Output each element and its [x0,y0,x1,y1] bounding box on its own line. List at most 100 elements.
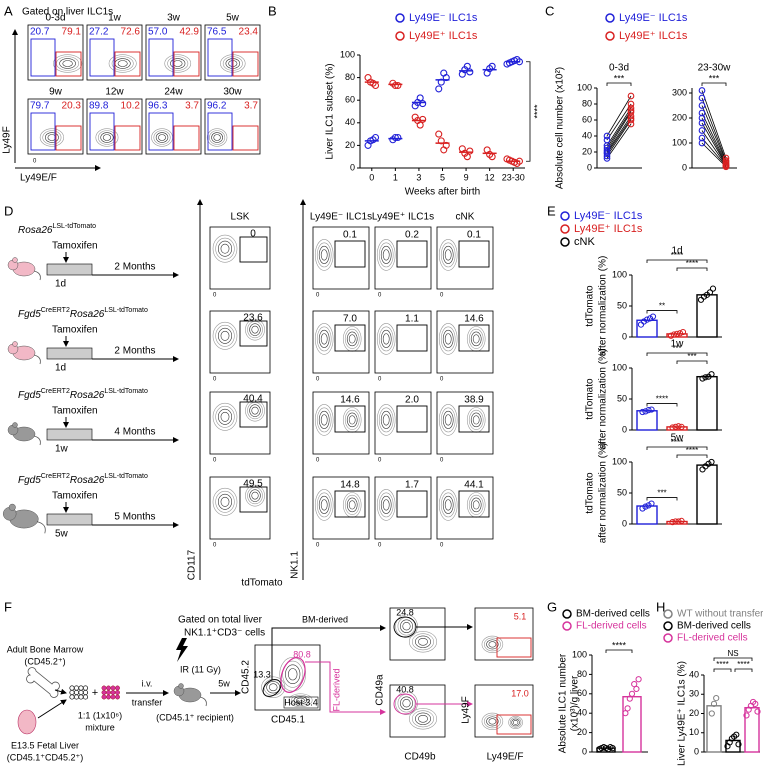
pair-line [606,118,632,154]
panel-title: 23-30w [698,63,732,74]
contour [111,56,134,71]
genotype-part: LSL-tdTomato [52,223,96,230]
contour [488,718,497,725]
column-header: Ly49E⁻ ILC1s [310,212,372,223]
y-tick-label: 0 [350,162,355,172]
legend-marker [562,621,572,631]
contour [215,405,235,428]
y-tick-label: 0 [622,424,627,434]
data-point [437,78,445,86]
flow-plot-frame [436,310,494,374]
significance-label: ** [659,302,665,311]
axis-zero: 0 [33,159,37,165]
data-point [706,289,714,296]
treatment-bar [46,347,93,360]
column-header: LSK [231,212,250,223]
gate-value: 1.1 [405,314,419,325]
contour [483,637,501,652]
data-point [627,115,635,122]
significance-bracket [713,668,732,672]
cell-icon [110,694,116,700]
contour [382,249,390,261]
genotype-part: Fgd5 [18,309,41,320]
data-point [643,316,651,323]
bar [696,464,718,525]
duration: 2 Months [114,262,155,273]
data-point [698,139,706,147]
gate-value: 17.0 [511,688,529,698]
significance-bracket [605,649,633,653]
axis-label: CD45.1 [271,715,305,726]
contour [442,410,454,429]
y-tick-label: 300 [672,87,687,97]
gate [232,125,259,151]
contour [316,242,332,268]
gate [396,490,428,518]
data-point [435,85,443,93]
legend-entry: cNK [574,236,595,248]
data-point [698,127,706,134]
panel-title: 0-3d [609,63,629,74]
flow-plot-frame [312,476,370,540]
contour [52,54,83,73]
cell-icon [82,694,89,700]
pair-line [606,123,632,159]
contour [378,326,394,352]
data-point [669,424,676,431]
contour [212,321,238,350]
genotype-part: Fgd5 [18,475,41,486]
data-point [752,700,759,707]
panel-label: B [268,3,277,18]
contour [209,130,226,145]
pair-line [606,95,632,137]
genotype-part: CreERT2 [41,388,70,395]
embryo-icon [17,709,37,735]
data-point [708,458,715,466]
data-point [642,408,649,415]
significance-bracket [646,497,678,501]
plus-sign: + [92,687,98,699]
data-point [603,132,611,140]
gate [89,38,115,77]
data-point [676,330,684,337]
contour [212,402,238,431]
significance-bracket [713,657,753,661]
contour [378,407,394,433]
contour [217,408,233,425]
contour [418,637,428,646]
mouse-tail [36,521,46,534]
contour [245,318,265,341]
contour [468,494,484,515]
contour [444,249,452,261]
contour [288,693,313,708]
significance-bracket [646,446,708,450]
gate-title: Gated on liver ILC1s [22,7,113,18]
contour [376,323,396,355]
contour [509,717,522,728]
data-point [667,332,675,339]
column-header: Ly49E⁺ ILC1s [372,212,434,223]
legend-entry: Ly49E⁺ ILC1s [574,223,643,235]
axis-zero: 0 [213,543,217,549]
contour [380,410,392,429]
contour [220,243,230,254]
legend-entry: Ly49E⁻ ILC1s [619,12,688,24]
contour [438,404,458,436]
data-point [635,676,642,683]
contour [438,489,458,521]
axis-label: Liver ILC1 subset (%) [325,63,336,159]
contour [440,326,456,352]
gate-value: 0.1 [467,230,481,241]
data-point [669,519,676,526]
cell-icon [115,690,120,695]
gate [55,51,82,77]
data-point [603,147,611,154]
data-point [648,406,655,413]
gate [207,112,233,151]
data-point [515,58,524,66]
gate-value: 20.3 [62,101,82,112]
genotype-part: Rosa26 [70,475,105,486]
gate [280,657,306,693]
contour [438,239,458,271]
data-point [699,375,706,382]
